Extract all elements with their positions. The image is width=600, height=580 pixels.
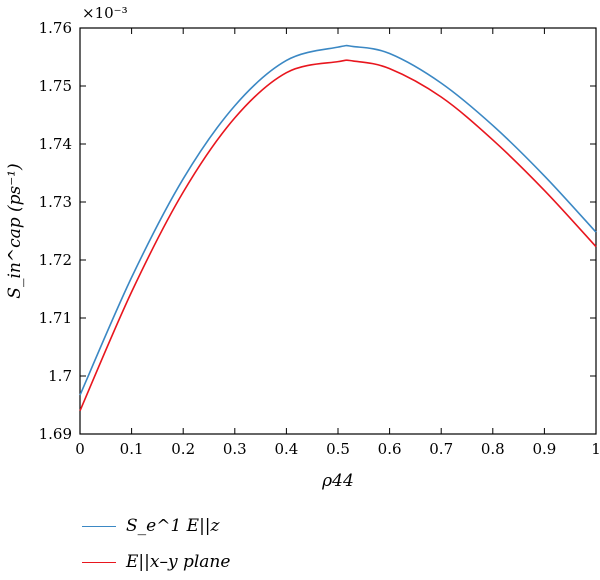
series-line-1: [79, 44, 597, 396]
plot-frame: [79, 27, 597, 435]
legend-item-1: S_e^1 E||z: [82, 508, 230, 544]
x-tick-label: 0.6: [378, 440, 402, 458]
y-tick-label: 1.71: [39, 309, 72, 327]
line-chart: 0 0.1 0.2 0.3 0.4 0.5 0.6 0.7 0.8 0.9 1 1.69 1.7 1.71…: [5, 4, 600, 491]
y-tick-label: 1.72: [39, 251, 72, 269]
legend-item-2: E||x–y plane: [82, 544, 230, 580]
y-scale-note: ×10⁻³: [82, 4, 128, 22]
series-line-2: [79, 59, 597, 412]
legend-swatch-1: [82, 525, 116, 527]
x-tick-label: 0.5: [326, 440, 350, 458]
y-tick-label: 1.69: [39, 425, 72, 443]
y-axis-label: S_in^cap (ps⁻¹): [5, 163, 25, 298]
y-tick-label: 1.76: [39, 19, 72, 37]
x-tick-label: 0.3: [223, 440, 247, 458]
legend-label-2: E||x–y plane: [126, 552, 231, 572]
x-tick-label: 0.1: [120, 440, 144, 458]
x-tick-label: 0.7: [429, 440, 453, 458]
plot-area: [79, 27, 597, 435]
x-tick-label: 0.9: [532, 440, 556, 458]
data-series: [79, 44, 597, 412]
y-tick-label: 1.75: [39, 77, 72, 95]
legend-label-1: S_e^1 E||z: [126, 516, 220, 536]
x-tick-label: 0.8: [481, 440, 505, 458]
y-tick-label: 1.74: [39, 135, 72, 153]
x-tick-label: 0: [75, 440, 85, 458]
x-tick-label: 1: [591, 440, 600, 458]
legend-swatch-2: [82, 561, 116, 563]
legend: S_e^1 E||z E||x–y plane: [82, 508, 230, 580]
x-axis-label: ρ44: [321, 471, 354, 491]
x-tick-label: 0.4: [274, 440, 298, 458]
axis-ticks: 0 0.1 0.2 0.3 0.4 0.5 0.6 0.7 0.8 0.9 1 1.69 1.7 1.71…: [39, 19, 600, 458]
y-tick-label: 1.7: [48, 367, 72, 385]
x-tick-label: 0.2: [171, 440, 195, 458]
y-tick-label: 1.73: [39, 193, 72, 211]
